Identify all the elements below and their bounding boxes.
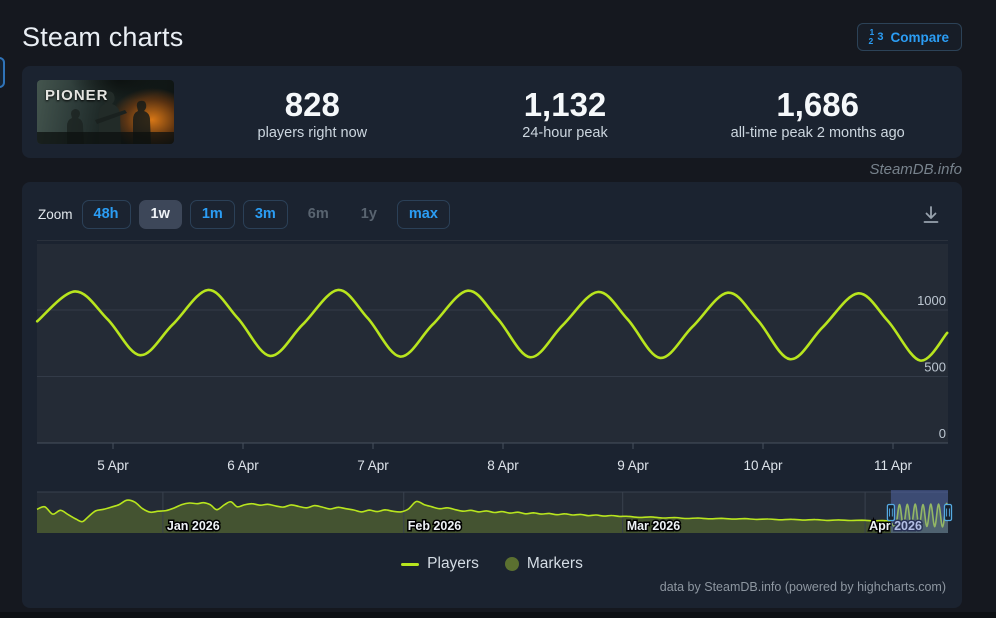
players-line-swatch-icon	[401, 562, 420, 566]
zoom-buttons: 48h 1w 1m 3m 6m 1y max	[81, 199, 458, 229]
stat-value: 1,132	[523, 85, 607, 123]
navigator-area-fill	[37, 500, 948, 533]
capsule-soldier-art	[37, 91, 174, 144]
stat-label: all-time peak 2 months ago	[730, 124, 905, 141]
game-logo-text: PIONER	[45, 87, 109, 104]
stat-24h-peak: 1,132 24-hour peak	[439, 84, 692, 141]
stats-panel: PIONER 828 players right now 1,132 24-ho…	[22, 66, 962, 158]
stat-value: 828	[284, 85, 340, 123]
zoom-label: Zoom	[38, 206, 73, 222]
zoom-button-3m[interactable]: 3m	[242, 199, 288, 229]
x-axis-label: 8 Apr	[487, 458, 519, 473]
navigator-series-line	[36, 499, 949, 528]
chart-toolbar: Zoom 48h 1w 1m 3m 6m 1y max	[38, 199, 458, 229]
navigator-handle-left[interactable]	[886, 503, 896, 522]
game-capsule-image[interactable]: PIONER	[37, 80, 174, 144]
compare-label: Compare	[890, 29, 949, 45]
y-axis-label: 1000	[917, 293, 946, 308]
legend-markers-label: Markers	[526, 555, 583, 572]
legend-players-label: Players	[427, 555, 479, 572]
navigator-selection[interactable]	[890, 490, 948, 533]
markers-circle-swatch-icon	[504, 557, 519, 571]
navigator-handle-right[interactable]	[943, 503, 953, 522]
legend-item-markers[interactable]: Markers	[504, 555, 583, 573]
stat-value: 1,686	[776, 85, 859, 123]
toolbar-divider	[37, 240, 948, 241]
x-axis-label: 10 Apr	[743, 458, 783, 473]
steamdb-watermark: SteamDB.info	[869, 161, 962, 178]
x-axis-label: 6 Apr	[227, 458, 259, 473]
zoom-button-1m[interactable]: 1m	[189, 199, 235, 229]
x-axis-label: 9 Apr	[617, 458, 649, 473]
zoom-button-max[interactable]: max	[396, 199, 450, 229]
navigator-month-label: Jan 2026	[167, 519, 220, 533]
navigator-month-label: Apr 2026	[869, 519, 922, 533]
next-section-edge	[0, 612, 996, 618]
players-series-line	[35, 288, 949, 362]
x-axis-label: 11 Apr	[874, 458, 913, 473]
page-title: Steam charts	[22, 21, 184, 52]
plot-area	[37, 244, 948, 443]
stat-current-players: 828 players right now	[186, 84, 439, 141]
navigator-month-label: Feb 2026	[408, 519, 462, 533]
navigator-month-label: Mar 2026	[627, 519, 681, 533]
left-edge-tab[interactable]	[0, 57, 5, 88]
chart-legend: Players Markers	[22, 552, 962, 576]
x-axis-label: 5 Apr	[97, 458, 129, 473]
chart-credit-link[interactable]: data by SteamDB.info (powered by highcha…	[659, 580, 946, 594]
x-axis-label: 7 Apr	[357, 458, 389, 473]
y-axis-label: 0	[939, 426, 946, 441]
stat-alltime-peak: 1,686 all-time peak 2 months ago	[691, 84, 944, 141]
zoom-button-48h[interactable]: 48h	[81, 199, 131, 229]
chart-panel: Zoom 48h 1w 1m 3m 6m 1y max 0 500 1000 5 Apr 6 Apr…	[22, 182, 962, 608]
stat-label: players right now	[257, 124, 368, 141]
zoom-button-1w[interactable]: 1w	[138, 199, 182, 229]
players-chart-svg: 0 500 1000 5 Apr 6 Apr 7 Apr 8 Apr 9 Apr 10 Apr 1…	[35, 244, 953, 535]
stats-columns: 828 players right now 1,132 24-hour peak…	[186, 84, 962, 141]
zoom-button-6m: 6m	[307, 206, 329, 222]
y-axis-label: 500	[924, 360, 946, 375]
stat-label: 24-hour peak	[522, 124, 608, 141]
legend-item-players[interactable]: Players	[401, 555, 479, 573]
zoom-button-1y: 1y	[360, 206, 377, 222]
download-icon[interactable]	[920, 204, 942, 226]
